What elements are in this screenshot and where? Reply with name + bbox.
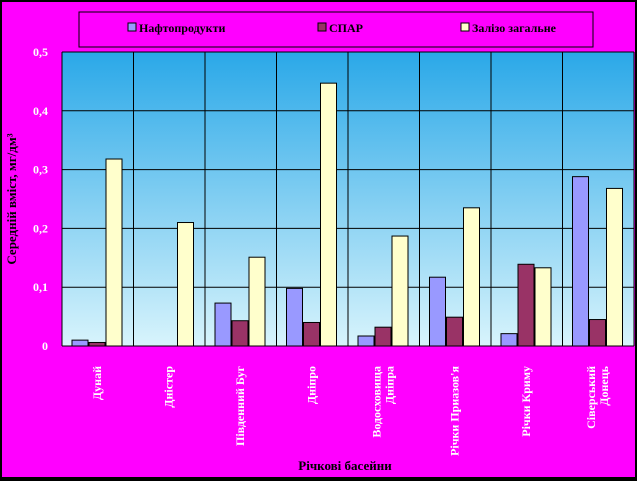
- legend-label: СПАР: [329, 21, 363, 35]
- y-tick-label: 0,2: [33, 221, 48, 235]
- y-tick-label: 0,3: [33, 163, 48, 177]
- bar-oil: [429, 276, 446, 347]
- legend-swatch: [317, 22, 327, 32]
- x-tick-label: Водосховища Дніпра: [369, 366, 396, 438]
- x-tick-label-line: Донець: [597, 365, 611, 405]
- x-tick-label-line: Дніпро: [304, 366, 318, 404]
- y-tick-label: 0,4: [33, 104, 48, 118]
- bar-spar: [517, 263, 535, 347]
- x-tick-label-line: Дунай: [90, 366, 104, 400]
- bar-iron: [177, 222, 194, 347]
- bar-spar: [303, 321, 320, 347]
- y-tick-label: 0,1: [33, 280, 48, 294]
- bar-iron: [463, 207, 480, 347]
- x-tick-label: Сіверський Донець: [584, 365, 611, 429]
- x-tick-label: Дунай: [90, 366, 104, 400]
- bar-oil: [500, 333, 518, 347]
- bar-oil: [71, 339, 89, 347]
- y-tick-labels: 0 0,1 0,2 0,3 0,4 0,5: [33, 45, 48, 353]
- gridlines: [61, 51, 635, 347]
- bar-iron: [320, 82, 337, 347]
- bar-oil: [572, 176, 589, 347]
- legend-swatch: [127, 22, 137, 32]
- bar-iron: [391, 235, 409, 347]
- bar-iron: [248, 256, 266, 347]
- y-tick-label: 0: [42, 339, 48, 353]
- bar-spar: [589, 319, 606, 347]
- x-tick-label-line: Сіверський: [584, 366, 598, 429]
- x-tick-label-line: Водосховища: [369, 366, 383, 438]
- bar-spar: [374, 326, 392, 347]
- x-tick-labels: Дунай Дністер Південний Буг Дніпро Водосхови…: [90, 365, 611, 456]
- legend-box: [78, 11, 594, 48]
- legend-label: Нафтопродукти: [139, 21, 225, 35]
- bar-iron: [534, 267, 552, 347]
- bar-iron: [105, 158, 123, 347]
- x-tick-label: Дніпро: [304, 366, 318, 404]
- bar-spar: [231, 320, 249, 347]
- legend-swatch: [460, 22, 470, 32]
- legend-label: Залізо загальне: [472, 21, 557, 35]
- bar-spar: [88, 341, 106, 347]
- y-tick-label: 0,5: [33, 45, 48, 59]
- x-tick-label-line: Річки Криму: [519, 366, 533, 437]
- bars: [71, 82, 623, 347]
- bar-oil: [286, 287, 303, 347]
- legend: Нафтопродукти СПАР Залізо загальне: [78, 11, 594, 48]
- x-tick-label: Річки Приазов'я: [447, 366, 461, 456]
- x-tick-label-line: Річки Приазов'я: [447, 366, 461, 456]
- x-tick-label-line: Південний Буг: [233, 365, 247, 446]
- x-tick-label-line: Дністер: [161, 366, 175, 408]
- bar-iron: [606, 187, 623, 347]
- y-axis-title: Середній вміст, мг/дм³: [4, 133, 19, 264]
- bar-oil: [214, 302, 232, 347]
- x-tick-label: Річки Криму: [519, 366, 533, 437]
- x-tick-label: Дністер: [161, 366, 175, 408]
- x-axis-title: Річкові басейни: [298, 458, 392, 473]
- bar-oil: [357, 335, 375, 347]
- x-tick-label-line: Дніпра: [382, 366, 396, 404]
- x-tick-label: Південний Буг: [233, 365, 247, 446]
- bar-spar: [446, 316, 463, 347]
